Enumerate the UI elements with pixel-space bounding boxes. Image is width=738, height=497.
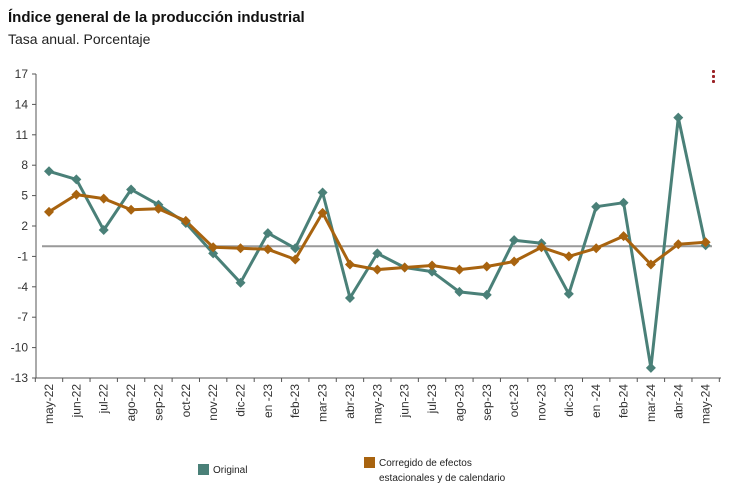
- x-tick-label: ago-22: [124, 384, 138, 422]
- x-tick-label: ago-23: [452, 384, 466, 422]
- data-point-original: [235, 277, 246, 288]
- data-point-corregido: [427, 260, 438, 271]
- legend-swatch-original: [198, 464, 209, 475]
- data-point-corregido: [208, 242, 219, 253]
- data-point-original: [98, 225, 109, 236]
- data-point-corregido: [536, 242, 547, 253]
- y-tick-label: 11: [16, 128, 29, 142]
- x-tick-label: jun-22: [69, 384, 83, 419]
- data-point-corregido: [454, 264, 465, 275]
- data-point-corregido: [126, 204, 137, 215]
- x-tick-label: nov-22: [206, 384, 220, 421]
- data-point-corregido: [645, 259, 656, 270]
- data-point-original: [344, 292, 355, 303]
- y-tick-label: 5: [21, 189, 28, 203]
- data-point-corregido: [344, 259, 355, 270]
- x-tick-label: jun-23: [398, 384, 412, 419]
- data-point-corregido: [481, 261, 492, 272]
- data-point-corregido: [153, 203, 164, 214]
- data-point-corregido: [700, 237, 711, 248]
- data-point-corregido: [399, 262, 410, 273]
- x-tick-label: jul-23: [425, 384, 439, 415]
- data-point-original: [481, 289, 492, 300]
- data-point-original: [563, 288, 574, 299]
- x-tick-label: dic-23: [562, 384, 576, 417]
- data-point-original: [427, 266, 438, 277]
- data-point-original: [454, 286, 465, 297]
- x-tick-label: sep-22: [151, 384, 165, 421]
- y-tick-label: -4: [17, 280, 28, 294]
- data-point-corregido: [235, 243, 246, 254]
- data-point-original: [317, 187, 328, 198]
- data-point-original: [591, 201, 602, 212]
- x-tick-label: feb-23: [288, 384, 302, 418]
- x-tick-label: mar-24: [644, 384, 658, 422]
- y-tick-label: -13: [11, 371, 29, 385]
- data-point-original: [208, 248, 219, 259]
- data-point-corregido: [98, 193, 109, 204]
- y-tick-label: 17: [15, 67, 29, 81]
- y-tick-label: -1: [17, 249, 28, 263]
- x-tick-label: feb-24: [617, 384, 631, 418]
- x-tick-label: may-23: [370, 384, 384, 424]
- data-point-original: [372, 248, 383, 259]
- x-tick-label: dic-22: [234, 384, 248, 417]
- data-point-corregido: [71, 189, 82, 200]
- x-tick-label: jul-22: [97, 384, 111, 415]
- legend-swatch-corregido: [364, 457, 375, 468]
- y-tick-label: 14: [15, 97, 29, 111]
- chart-title: Índice general de la producción industri…: [8, 9, 305, 26]
- x-tick-label: en -23: [261, 384, 275, 418]
- y-tick-label: -7: [17, 310, 28, 324]
- data-point-original: [645, 362, 656, 373]
- x-tick-label: may-22: [42, 384, 56, 424]
- data-point-corregido: [618, 231, 629, 242]
- data-point-corregido: [180, 215, 191, 226]
- data-point-corregido: [509, 256, 520, 267]
- data-point-original: [673, 112, 684, 123]
- legend-item-corregido[interactable]: Corregido de efectos estacionales y de c…: [364, 456, 529, 486]
- data-point-original: [262, 228, 273, 239]
- data-point-corregido: [673, 239, 684, 250]
- y-tick-label: -10: [11, 341, 29, 355]
- data-point-corregido: [563, 251, 574, 262]
- y-tick-label: 2: [21, 219, 28, 233]
- data-point-original: [618, 197, 629, 208]
- y-tick-label: 8: [21, 158, 28, 172]
- x-tick-label: nov-23: [534, 384, 548, 421]
- data-point-corregido: [372, 264, 383, 275]
- x-tick-label: mar-23: [316, 384, 330, 422]
- data-point-original: [44, 166, 54, 177]
- x-tick-label: en -24: [589, 384, 603, 418]
- data-point-corregido: [44, 206, 54, 217]
- x-tick-label: abr-23: [343, 384, 357, 419]
- data-point-original: [290, 243, 301, 254]
- x-tick-label: may-24: [699, 384, 713, 424]
- data-point-corregido: [317, 207, 328, 218]
- data-point-original: [509, 235, 520, 246]
- data-point-original: [71, 174, 82, 185]
- data-point-corregido: [591, 243, 602, 254]
- legend-item-original[interactable]: Original: [198, 463, 247, 478]
- x-tick-label: oct-22: [179, 384, 193, 418]
- chart-subtitle: Tasa anual. Porcentaje: [8, 31, 151, 47]
- legend-label-original: Original: [213, 465, 248, 476]
- data-point-original: [126, 184, 137, 195]
- x-tick-label: abr-24: [671, 384, 685, 419]
- legend-label-corregido: Corregido de efectos estacionales y de c…: [379, 458, 506, 484]
- vertical-dots-icon[interactable]: [706, 66, 720, 88]
- data-point-corregido: [290, 254, 301, 265]
- x-tick-label: sep-23: [480, 384, 494, 421]
- data-point-corregido: [262, 244, 273, 255]
- x-tick-label: oct-23: [507, 384, 521, 418]
